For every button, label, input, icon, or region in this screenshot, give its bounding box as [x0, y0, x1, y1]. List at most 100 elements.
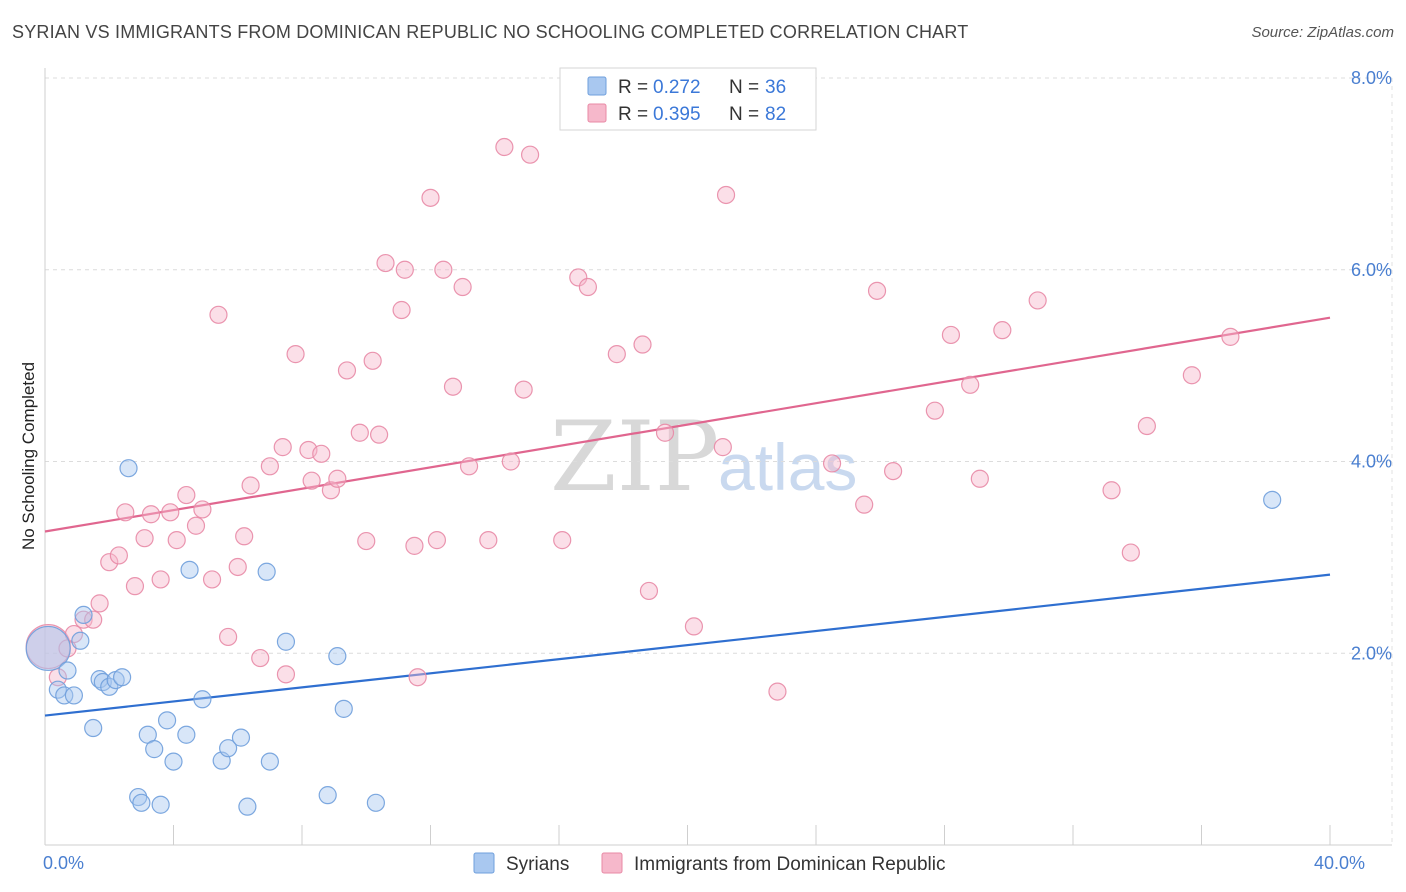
point-syrians: [219, 739, 238, 758]
point-dominican: [84, 610, 103, 629]
trend-line-syrians: [44, 573, 1331, 717]
point-syrians: [276, 632, 296, 651]
point-dominican: [514, 380, 533, 399]
point-dominican: [177, 485, 196, 505]
point-syrians: [74, 605, 93, 625]
x-tick-label: 0.0%: [43, 853, 84, 873]
point-dominican: [970, 469, 989, 488]
y-tick-label: 2.0%: [1351, 643, 1392, 663]
point-dominican: [161, 503, 180, 522]
point-syrians: [177, 725, 196, 744]
axes: 2.0% 4.0% 6.0% 8.0% 0.0% 40.0%: [43, 68, 1392, 873]
point-dominican: [716, 185, 736, 205]
bottom-legend-swatch-dominican: [601, 852, 623, 874]
x-tick-label: 40.0%: [1314, 853, 1365, 873]
legend-n-label: N =: [729, 77, 759, 98]
point-dominican: [405, 536, 424, 555]
point-dominican: [495, 137, 514, 157]
legend-r-value: 0.272: [653, 77, 701, 98]
point-dominican: [655, 423, 675, 442]
point-syrians: [1263, 490, 1282, 509]
point-dominican: [607, 345, 626, 364]
point-dominican: [116, 503, 135, 522]
point-dominican: [961, 375, 980, 394]
point-dominican: [553, 531, 572, 550]
point-dominican: [392, 300, 411, 320]
watermark-atlas: atlas: [718, 430, 857, 504]
point-dominican: [713, 438, 732, 457]
point-syrians: [25, 625, 71, 672]
point-dominican: [74, 610, 93, 629]
point-dominican: [639, 581, 659, 601]
point-dominican: [1121, 543, 1140, 562]
point-dominican: [337, 361, 357, 380]
point-dominican: [883, 461, 903, 481]
point-syrians: [64, 686, 84, 705]
point-dominican: [453, 277, 472, 297]
point-dominican: [941, 325, 961, 345]
point-dominican: [141, 505, 161, 524]
watermark-zip: ZIP: [550, 401, 719, 513]
point-dominican: [251, 648, 270, 668]
point-dominican: [434, 260, 453, 279]
point-syrians: [164, 752, 183, 771]
trend-line-dominican: [44, 316, 1331, 533]
point-dominican: [768, 682, 787, 701]
y-tick-label: 4.0%: [1351, 452, 1392, 472]
point-dominican: [578, 277, 598, 297]
point-syrians: [112, 668, 132, 687]
trend-lines: [44, 316, 1331, 717]
point-dominican: [376, 253, 395, 273]
point-dominican: [321, 481, 341, 500]
point-dominican: [100, 553, 119, 572]
point-dominican: [135, 529, 154, 548]
point-dominican: [1182, 366, 1201, 385]
point-syrians: [55, 686, 74, 705]
point-syrians: [100, 677, 119, 696]
point-dominican: [408, 668, 427, 687]
point-dominican: [1028, 291, 1047, 310]
point-syrians: [318, 786, 337, 805]
point-dominican: [241, 476, 260, 495]
point-dominican: [228, 557, 247, 577]
point-dominican: [993, 321, 1012, 340]
point-dominican: [443, 377, 463, 396]
point-dominican: [395, 260, 414, 279]
point-dominican: [209, 305, 228, 324]
legend-swatch-dominican: [587, 103, 607, 123]
legend-n-label: N =: [729, 104, 759, 125]
point-dominican: [302, 471, 321, 490]
point-dominican: [633, 335, 652, 354]
y-axis-title: No Schooling Completed: [19, 362, 38, 550]
point-dominican: [1102, 481, 1121, 500]
legend-n-value: 82: [765, 104, 786, 125]
point-dominican: [273, 438, 292, 457]
point-syrians: [129, 787, 148, 807]
point-dominican: [125, 577, 145, 596]
point-dominican: [328, 469, 347, 488]
legend-r-label: R =: [618, 104, 648, 125]
point-dominican: [312, 444, 331, 463]
bottom-legend-label-syrians: Syrians: [506, 854, 569, 875]
point-syrians: [231, 728, 251, 747]
point-dominican: [151, 570, 170, 589]
point-dominican: [855, 495, 874, 514]
legend-r-label: R =: [618, 77, 648, 98]
point-syrians: [193, 690, 212, 709]
point-dominican: [260, 457, 279, 476]
source-label: Source: ZipAtlas.com: [1251, 24, 1394, 41]
point-syrians: [257, 562, 276, 581]
point-dominican: [350, 423, 369, 442]
point-syrians: [90, 670, 109, 689]
point-dominican: [1137, 416, 1156, 436]
data-points: [25, 137, 1282, 816]
point-syrians: [132, 793, 151, 812]
point-dominican: [109, 546, 128, 565]
point-dominican: [1221, 327, 1240, 346]
point-syrians: [366, 793, 385, 812]
point-syrians: [238, 797, 257, 816]
point-dominican: [370, 425, 389, 444]
point-dominican: [569, 268, 588, 287]
y-tick-label: 8.0%: [1351, 68, 1392, 88]
point-dominican: [186, 516, 206, 535]
